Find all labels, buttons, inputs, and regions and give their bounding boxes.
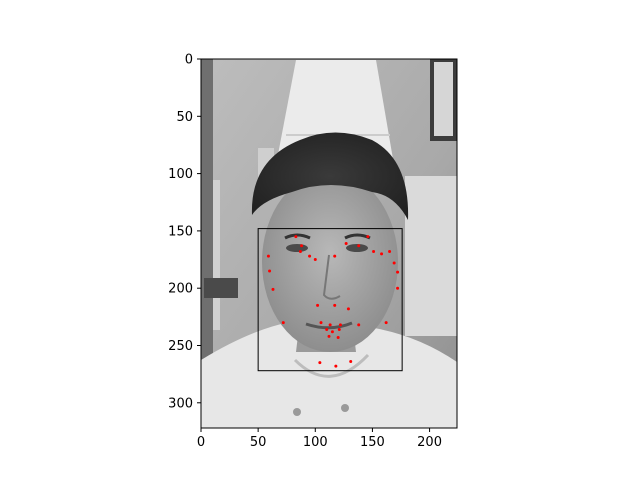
x-tick-label: 100 <box>303 435 328 450</box>
landmark-point <box>396 286 400 290</box>
x-tick-label: 200 <box>417 435 442 450</box>
x-tick-label: 0 <box>197 435 205 450</box>
landmark-point <box>392 261 396 265</box>
landmark-point <box>366 235 370 239</box>
y-tick-label: 200 <box>168 282 193 297</box>
landmark-point <box>268 269 272 273</box>
landmark-point <box>338 323 342 327</box>
landmark-point <box>318 361 322 365</box>
landmark-point <box>300 244 304 248</box>
landmark-point <box>336 335 340 339</box>
landmark-point <box>357 323 361 327</box>
landmark-point <box>337 327 341 331</box>
landmark-point <box>328 323 332 327</box>
y-tick-label: 150 <box>168 224 193 239</box>
landmark-point <box>396 270 400 274</box>
plot-frame <box>200 58 458 429</box>
landmark-point <box>316 303 320 307</box>
landmark-point <box>333 303 337 307</box>
landmark-point <box>271 287 275 291</box>
landmark-point <box>380 252 384 256</box>
y-tick-label: 100 <box>168 167 193 182</box>
face-bounding-box <box>257 228 403 372</box>
x-tick-label: 50 <box>250 435 267 450</box>
x-tick-label: 150 <box>360 435 385 450</box>
landmark-point <box>334 364 338 368</box>
landmark-point <box>325 327 329 331</box>
landmark-point <box>357 244 361 248</box>
y-tick-label: 0 <box>185 53 193 68</box>
landmark-point <box>319 321 323 325</box>
landmark-point <box>349 360 353 364</box>
landmark-point <box>308 254 312 258</box>
landmark-point <box>281 321 285 325</box>
landmark-point <box>346 307 350 311</box>
face-photo <box>201 59 457 428</box>
landmark-point <box>372 250 376 254</box>
landmark-point <box>330 330 334 334</box>
y-tick-label: 300 <box>168 396 193 411</box>
landmark-point <box>266 254 270 258</box>
landmark-point <box>333 254 337 258</box>
landmark-point <box>294 235 298 239</box>
landmark-point <box>388 250 392 254</box>
landmark-point <box>384 321 388 325</box>
landmark-point <box>344 242 348 245</box>
landmark-point <box>298 250 302 254</box>
y-tick-label: 50 <box>176 110 193 125</box>
landmark-point <box>313 258 317 262</box>
landmark-point <box>327 334 331 338</box>
y-tick-label: 250 <box>168 339 193 354</box>
